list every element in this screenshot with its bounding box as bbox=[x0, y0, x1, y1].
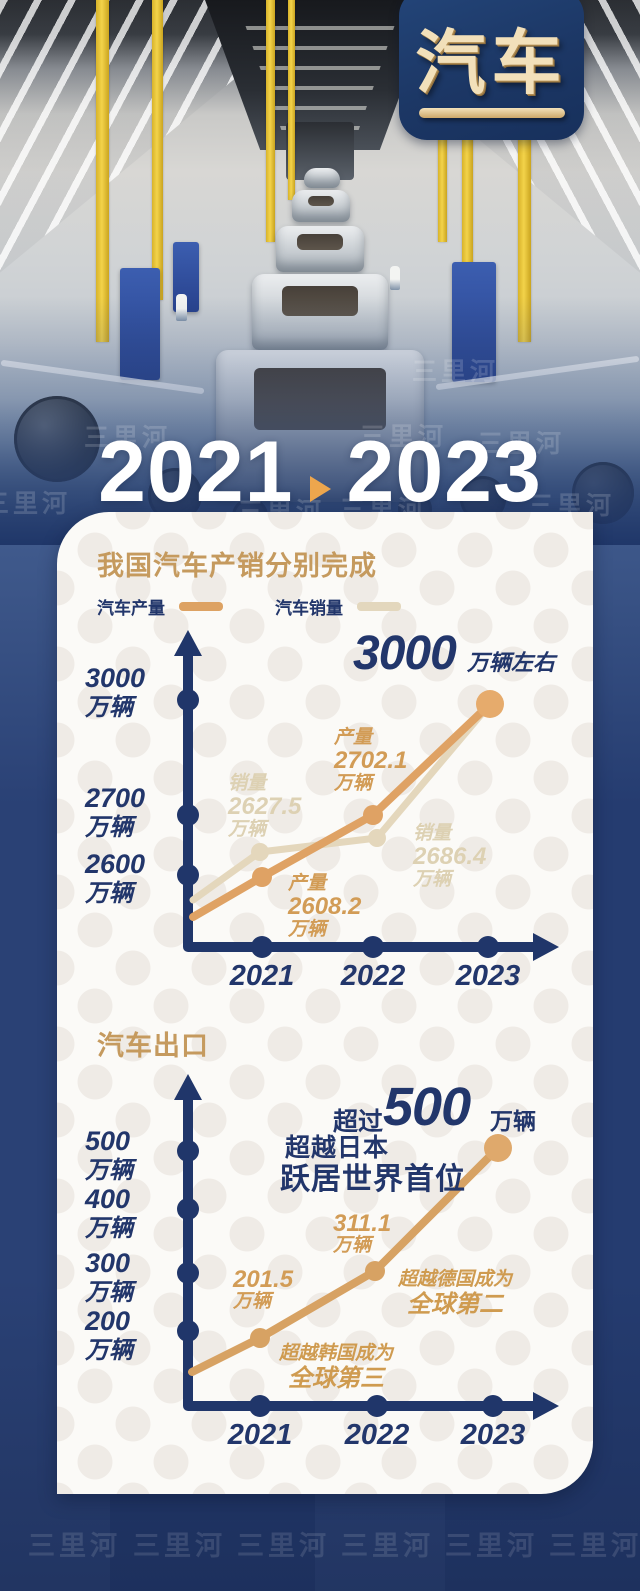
x-axis-arrow-icon bbox=[533, 1392, 559, 1420]
label-production-2021: 产量 2608.2 万辆 bbox=[288, 873, 362, 940]
chart1-legend: 汽车产量 汽车销量 bbox=[97, 594, 401, 619]
sales-point-2021 bbox=[251, 843, 269, 861]
x-label-2022: 2022 bbox=[340, 960, 406, 992]
y-label-500: 500 万辆 bbox=[85, 1126, 133, 1185]
year-from: 2021 bbox=[98, 424, 294, 520]
badge-underline bbox=[418, 108, 565, 118]
label-sales-2021: 销量 2627.5 万辆 bbox=[228, 773, 302, 840]
play-arrow-icon bbox=[309, 476, 331, 502]
y-tick-dot bbox=[177, 1198, 199, 1220]
y-tick-dot bbox=[177, 1262, 199, 1284]
x-label-2021: 2021 bbox=[227, 1419, 293, 1451]
x-tick-dot bbox=[482, 1395, 504, 1417]
exports-point-2023 bbox=[484, 1134, 512, 1162]
chart2-exports: 汽车出口 超过 500 万辆 超越日本 跃居世界首位 bbox=[57, 1012, 593, 1494]
x-label-2023: 2023 bbox=[460, 1419, 526, 1451]
production-line bbox=[189, 700, 494, 921]
label-exports-2021: 201.5 万辆 bbox=[233, 1266, 294, 1313]
x-label-2022: 2022 bbox=[344, 1419, 410, 1451]
legend-label-sales: 汽车销量 bbox=[275, 599, 343, 618]
annotation-korea: 超越韩国成为 全球第三 bbox=[279, 1343, 394, 1392]
x-tick-dot bbox=[249, 1395, 271, 1417]
y-label-2600: 2600 万辆 bbox=[85, 849, 146, 908]
chart2-canvas bbox=[174, 1074, 559, 1420]
headline-unit: 万辆 bbox=[490, 1108, 536, 1134]
chart1-production-sales: 3000 万辆左右 3000 万辆 2700 万辆 2600 万辆 2021 2… bbox=[57, 624, 593, 1012]
y-label-400: 400 万辆 bbox=[85, 1184, 133, 1243]
x-label-2023: 2023 bbox=[455, 960, 521, 992]
hero-years: 2021 2023 bbox=[0, 424, 640, 520]
chart1-big-value: 3000 bbox=[353, 627, 457, 680]
x-tick-dot bbox=[477, 936, 499, 958]
headline-line2: 超越日本 bbox=[285, 1134, 390, 1162]
headline-prefix: 超过 bbox=[333, 1108, 384, 1136]
exports-point-2021 bbox=[250, 1328, 270, 1348]
x-tick-dot bbox=[366, 1395, 388, 1417]
chart1-canvas bbox=[174, 630, 559, 961]
production-point-2021 bbox=[252, 867, 272, 887]
year-to: 2023 bbox=[346, 424, 542, 520]
y-label-200: 200 万辆 bbox=[85, 1306, 133, 1365]
exports-line bbox=[188, 1144, 502, 1376]
chart2-title: 汽车出口 bbox=[97, 1031, 209, 1061]
legend-swatch-sales bbox=[357, 602, 401, 611]
headline-value: 500 bbox=[383, 1077, 471, 1137]
x-axis-arrow-icon bbox=[533, 933, 559, 961]
label-production-2022: 产量 2702.1 万辆 bbox=[334, 727, 408, 794]
y-tick-dot bbox=[177, 804, 199, 826]
y-label-300: 300 万辆 bbox=[85, 1248, 133, 1307]
exports-point-2022 bbox=[365, 1261, 385, 1281]
chart1-title: 我国汽车产销分别完成 bbox=[97, 551, 377, 581]
y-axis-arrow-icon bbox=[174, 1074, 202, 1100]
x-tick-dot bbox=[362, 936, 384, 958]
y-label-3000: 3000 万辆 bbox=[85, 663, 146, 722]
y-label-2700: 2700 万辆 bbox=[85, 783, 146, 842]
y-tick-dot bbox=[177, 1140, 199, 1162]
x-tick-dot bbox=[251, 936, 273, 958]
legend-label-production: 汽车产量 bbox=[97, 599, 165, 618]
y-tick-dot bbox=[177, 1320, 199, 1342]
production-point-2022 bbox=[363, 805, 383, 825]
topic-badge: 汽车 bbox=[399, 0, 584, 140]
stats-card: 我国汽车产销分别完成 汽车产量 汽车销量 bbox=[57, 512, 593, 1494]
headline-line3: 跃居世界首位 bbox=[280, 1163, 466, 1196]
chart1-axes bbox=[183, 645, 544, 952]
converged-point-2023 bbox=[476, 690, 504, 718]
sales-point-2022 bbox=[368, 829, 386, 847]
x-label-2021: 2021 bbox=[229, 960, 295, 992]
y-axis-arrow-icon bbox=[174, 630, 202, 656]
label-sales-2022: 销量 2686.4 万辆 bbox=[413, 823, 487, 890]
label-exports-2022: 311.1 万辆 bbox=[333, 1210, 392, 1257]
legend-swatch-production bbox=[179, 602, 223, 611]
y-tick-dot bbox=[177, 864, 199, 886]
chart1-big-unit: 万辆左右 bbox=[467, 650, 556, 675]
y-tick-dot bbox=[177, 689, 199, 711]
badge-title: 汽车 bbox=[415, 24, 568, 102]
annotation-germany: 超越德国成为 全球第二 bbox=[398, 1269, 513, 1318]
